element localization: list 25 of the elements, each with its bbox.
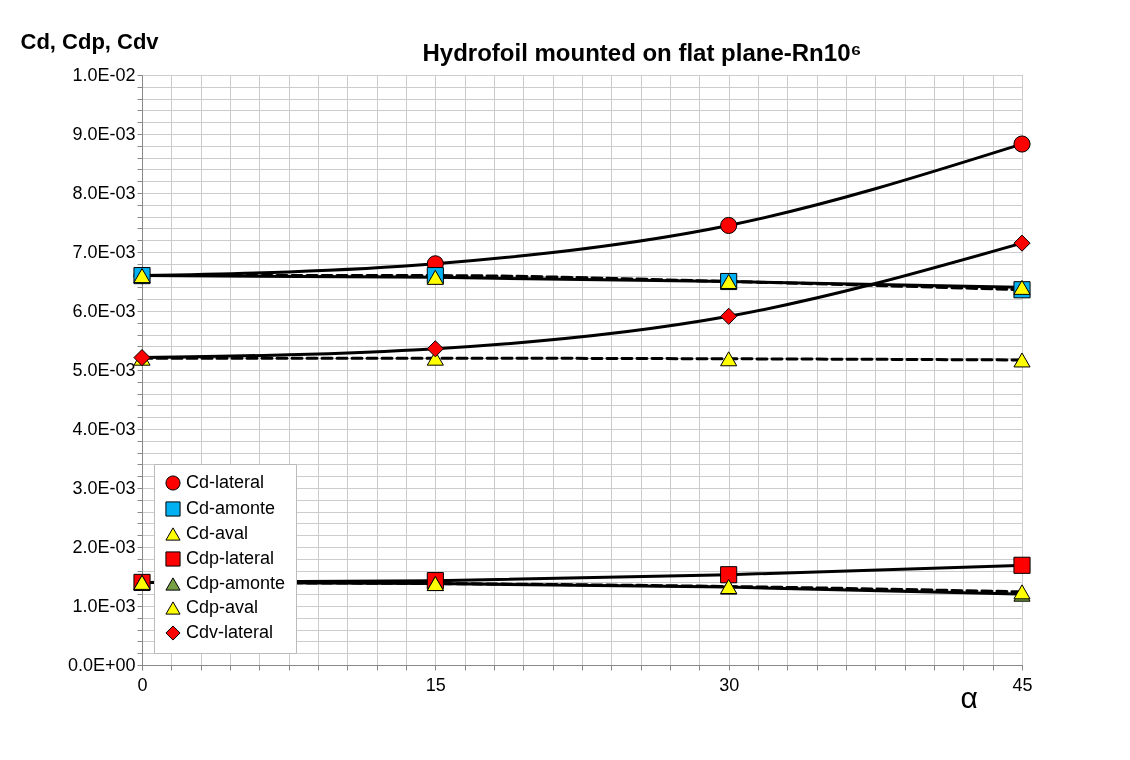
legend-label: Cd-aval (186, 523, 249, 543)
y-tick-label: 0.0E+00 (67, 654, 136, 675)
legend-label: Cdp-lateral (186, 548, 275, 568)
y-axis-title: Cd, Cdp, Cdv (20, 28, 160, 54)
y-tick-label: 8.0E-03 (72, 182, 136, 203)
legend-label: Cdv-lateral (186, 622, 274, 642)
legend-label: Cdp-aval (186, 597, 259, 617)
y-tick-label: 9.0E-03 (72, 123, 136, 144)
x-tick-label: 0 (137, 674, 148, 695)
y-tick-label: 3.0E-03 (72, 477, 136, 498)
y-tick-label: 2.0E-03 (72, 536, 136, 557)
legend-label: Cdp-amonte (186, 573, 286, 593)
chart-title: Hydrofoil mounted on flat plane-Rn10⁶ (422, 39, 862, 66)
legend-label: Cd-amonte (186, 498, 276, 518)
x-tick-label: 15 (425, 674, 446, 695)
y-tick-label: 5.0E-03 (72, 359, 136, 380)
x-axis-title: α (960, 680, 978, 714)
y-tick-label: 7.0E-03 (72, 241, 136, 262)
y-tick-label: 1.0E-03 (72, 595, 136, 616)
y-tick-label: 6.0E-03 (72, 300, 136, 321)
x-tick-label: 30 (719, 674, 740, 695)
legend-label: Cd-lateral (186, 472, 265, 492)
y-tick-label: 4.0E-03 (72, 418, 136, 439)
x-tick-label: 45 (1012, 674, 1033, 695)
y-tick-label: 1.0E-02 (72, 64, 136, 85)
